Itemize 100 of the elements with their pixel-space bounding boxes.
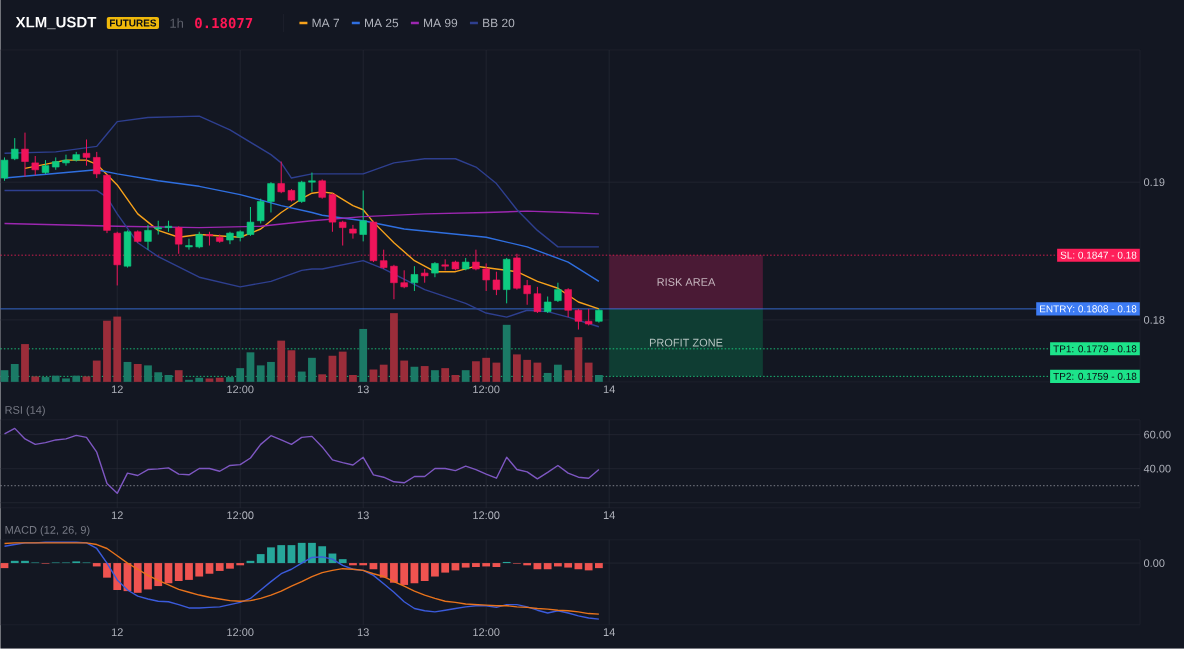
candlestick xyxy=(390,264,398,300)
bar xyxy=(318,374,327,382)
bar xyxy=(369,369,378,382)
bar xyxy=(472,361,480,382)
candlestick xyxy=(267,181,275,214)
bar xyxy=(154,563,163,587)
bar xyxy=(205,378,214,382)
bar xyxy=(451,375,460,382)
text: 0.00 xyxy=(1143,559,1165,568)
bar xyxy=(379,563,388,578)
candlestick xyxy=(246,206,255,237)
candlestick xyxy=(11,137,19,161)
text: FUTURES xyxy=(109,19,157,27)
bar xyxy=(123,362,132,382)
candlestick xyxy=(492,271,501,296)
x-tick-label: 13 xyxy=(357,511,369,520)
bar xyxy=(441,368,450,382)
x-tick-label: 14 xyxy=(603,385,615,394)
bar xyxy=(349,375,357,382)
bar xyxy=(72,375,81,382)
bar xyxy=(62,378,70,382)
bar xyxy=(359,329,368,382)
bar xyxy=(297,371,306,382)
bar xyxy=(482,563,491,567)
band-label: RISK AREA xyxy=(657,278,716,287)
bar xyxy=(461,563,470,568)
bar xyxy=(308,357,316,382)
bar xyxy=(174,563,183,582)
bar xyxy=(133,563,142,593)
bar xyxy=(297,542,306,564)
chart-title: RSI (14) xyxy=(5,405,45,417)
bar xyxy=(328,355,337,382)
candlestick xyxy=(185,238,193,251)
bar xyxy=(349,563,357,566)
bar xyxy=(174,370,183,382)
candlestick xyxy=(564,287,572,318)
candlestick xyxy=(21,132,29,178)
bar xyxy=(554,563,562,567)
bar xyxy=(502,324,511,382)
bar xyxy=(482,357,491,382)
bar xyxy=(0,563,9,569)
bar xyxy=(472,563,480,568)
bar xyxy=(21,344,29,382)
bar xyxy=(267,547,275,564)
bar xyxy=(543,563,552,570)
bar xyxy=(554,364,562,382)
x-tick-label: 13 xyxy=(357,385,369,394)
bar xyxy=(379,364,388,382)
ref-line-label: TP1: 0.1779 - 0.18 xyxy=(1053,345,1137,353)
bar xyxy=(113,563,122,591)
bar xyxy=(144,563,152,590)
line-series xyxy=(3,427,600,495)
bar xyxy=(226,377,234,382)
x-tick-label: 14 xyxy=(603,511,615,520)
x-tick-label: 12:00 xyxy=(227,511,254,520)
bar xyxy=(564,370,573,382)
candlestick xyxy=(554,282,562,303)
bar xyxy=(338,351,347,382)
candlestick xyxy=(144,224,152,251)
candlestick xyxy=(93,151,101,179)
bar xyxy=(441,563,450,573)
bar xyxy=(492,563,501,568)
bar xyxy=(0,370,9,382)
text: 0.18077 xyxy=(195,17,253,29)
x-tick-label: 12:00 xyxy=(473,628,500,637)
bar xyxy=(400,360,409,382)
legend-label: BB 20 xyxy=(483,18,515,28)
bar xyxy=(461,370,470,382)
bar xyxy=(420,366,429,382)
bar xyxy=(236,368,245,382)
bar xyxy=(277,545,286,564)
bar xyxy=(595,375,603,382)
x-tick-label: 12 xyxy=(111,628,123,637)
x-tick-label: 13 xyxy=(357,628,369,637)
x-tick-label: 12 xyxy=(111,511,123,520)
bar xyxy=(584,563,593,571)
ref-line-label: ENTRY: 0.1808 - 0.18 xyxy=(1040,305,1137,313)
bar xyxy=(164,375,173,382)
candlestick xyxy=(175,225,183,255)
candlestick xyxy=(359,190,367,243)
bar xyxy=(41,377,50,382)
bar xyxy=(51,375,60,382)
bar xyxy=(133,364,142,382)
bar xyxy=(154,372,163,382)
candlestick xyxy=(533,286,542,314)
bar xyxy=(523,563,532,566)
bar xyxy=(82,376,91,382)
chart-title: XLM_USDT xyxy=(15,16,97,30)
bar xyxy=(390,563,398,583)
bar xyxy=(185,563,193,581)
y-tick-label: 0.18 xyxy=(1143,316,1165,324)
bar xyxy=(287,545,296,564)
bar xyxy=(236,563,245,566)
bar xyxy=(543,373,552,382)
bar xyxy=(359,563,368,566)
ref-line-label: SL: 0.1847 - 0.18 xyxy=(1060,251,1137,259)
candlestick xyxy=(308,172,316,193)
bar xyxy=(113,316,122,382)
bar xyxy=(523,359,532,382)
bar xyxy=(390,313,398,382)
